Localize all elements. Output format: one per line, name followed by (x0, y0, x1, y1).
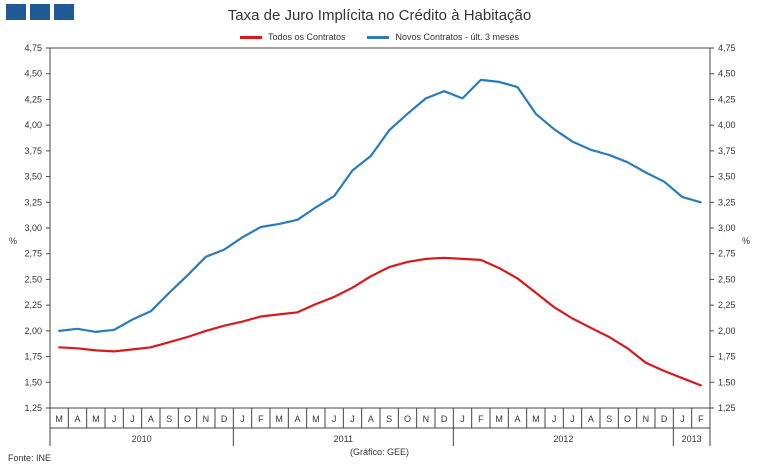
logo-square-2 (30, 4, 50, 20)
series-line-todos-contratos (58, 256, 702, 387)
legend-item-todos: Todos os Contratos (239, 32, 346, 42)
logo-square-3 (54, 4, 74, 20)
x-month-label: F (698, 414, 704, 424)
x-month-label: A (74, 414, 80, 424)
y-tick-label-left: 1,25 (24, 403, 42, 413)
y-tick-label-right: 3,00 (718, 223, 736, 233)
y-tick-label-right: 2,00 (718, 326, 736, 336)
x-month-label: A (368, 414, 374, 424)
y-tick-label-right: 1,75 (718, 352, 736, 362)
y-tick-label-right: 4,00 (718, 120, 736, 130)
y-tick-label-right: 2,75 (718, 249, 736, 259)
y-tick-label-left: 1,50 (24, 377, 42, 387)
series-line-novos-contratos (58, 78, 702, 333)
y-tick-label-left: 2,00 (24, 326, 42, 336)
logo-square-1 (6, 4, 26, 20)
chart-source: Fonte: INE (8, 453, 52, 463)
y-tick-label-left: 3,25 (24, 197, 42, 207)
x-month-label: J (112, 414, 117, 424)
x-year-label: 2013 (682, 434, 702, 444)
chart-credit: (Gráfico: GEE) (349, 447, 409, 457)
y-tick-label-left: 3,75 (24, 146, 42, 156)
x-month-label: D (441, 414, 448, 424)
y-tick-label-left: 2,50 (24, 274, 42, 284)
x-month-label: O (184, 414, 191, 424)
y-tick-label-left: 4,00 (24, 120, 42, 130)
y-tick-label-left: 4,25 (24, 94, 42, 104)
y-tick-label-left: 3,50 (24, 172, 42, 182)
legend-item-novos: Novos Contratos - últ. 3 meses (367, 32, 519, 42)
x-month-label: F (478, 414, 484, 424)
x-month-label: A (148, 414, 154, 424)
x-month-label: M (275, 414, 283, 424)
plot-area (49, 47, 711, 409)
x-month-label: O (404, 414, 411, 424)
y-tick-label-right: 4,75 (718, 43, 736, 53)
y-tick-label-right: 1,50 (718, 377, 736, 387)
chart-legend: Todos os Contratos Novos Contratos - últ… (0, 32, 759, 42)
legend-label-todos: Todos os Contratos (267, 32, 346, 42)
x-month-label: N (423, 414, 430, 424)
y-tick-label-left: 2,75 (24, 249, 42, 259)
y-tick-label-left: 4,75 (24, 43, 42, 53)
x-month-label: M (55, 414, 63, 424)
y-tick-label-right: 3,75 (718, 146, 736, 156)
x-year-label: 2010 (132, 434, 152, 444)
chart-title: Taxa de Juro Implícita no Crédito à Habi… (227, 7, 532, 24)
y-axis-label-right: % (742, 236, 750, 246)
gee-logo (6, 4, 74, 20)
y-tick-label-left: 1,75 (24, 352, 42, 362)
x-month-label: D (221, 414, 228, 424)
x-month-label: M (495, 414, 503, 424)
x-month-label: J (332, 414, 337, 424)
x-month-label: F (258, 414, 264, 424)
y-tick-label-right: 4,50 (718, 69, 736, 79)
x-month-label: J (552, 414, 557, 424)
x-month-label: J (570, 414, 575, 424)
x-month-label: A (294, 414, 300, 424)
y-tick-label-right: 2,50 (718, 274, 736, 284)
y-tick-label-right: 4,25 (718, 94, 736, 104)
x-month-label: J (240, 414, 245, 424)
x-month-label: M (92, 414, 100, 424)
x-month-label: S (386, 414, 392, 424)
x-month-label: M (312, 414, 320, 424)
x-year-label: 2012 (553, 434, 573, 444)
x-month-label: A (514, 414, 520, 424)
x-month-label: N (643, 414, 650, 424)
legend-swatch-novos (367, 35, 390, 39)
y-tick-label-right: 3,50 (718, 172, 736, 182)
legend-swatch-todos (239, 35, 262, 39)
y-axis-label-left: % (9, 236, 17, 246)
x-month-label: O (624, 414, 631, 424)
y-tick-label-right: 2,25 (718, 300, 736, 310)
legend-label-novos: Novos Contratos - últ. 3 meses (395, 32, 520, 42)
x-month-label: S (606, 414, 612, 424)
x-month-label: J (460, 414, 465, 424)
x-month-label: J (680, 414, 685, 424)
x-month-label: M (532, 414, 540, 424)
x-month-label: N (203, 414, 210, 424)
y-tick-label-right: 1,25 (718, 403, 736, 413)
x-month-label: A (588, 414, 594, 424)
x-month-label: J (350, 414, 355, 424)
x-month-label: J (130, 414, 135, 424)
x-month-label: S (166, 414, 172, 424)
y-tick-label-left: 4,50 (24, 69, 42, 79)
y-tick-label-right: 3,25 (718, 197, 736, 207)
x-year-label: 2011 (334, 434, 353, 444)
x-month-label: D (661, 414, 668, 424)
y-tick-label-left: 3,00 (24, 223, 42, 233)
y-tick-label-left: 2,25 (24, 300, 42, 310)
